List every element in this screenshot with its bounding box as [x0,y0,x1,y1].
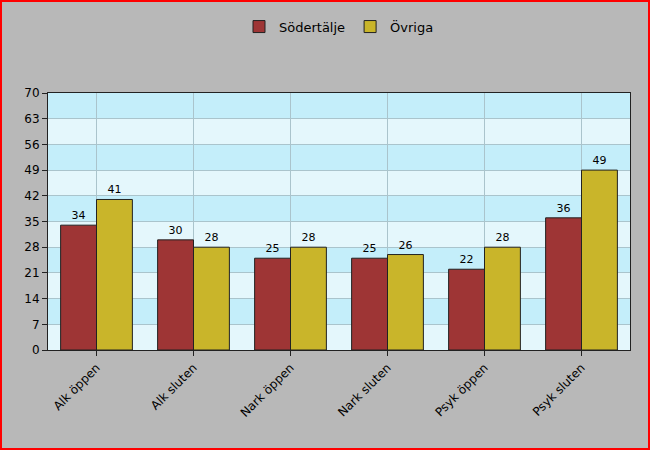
svg-text:49: 49 [592,154,606,167]
svg-text:Psyk sluten: Psyk sluten [530,361,588,419]
svg-text:35: 35 [24,215,39,229]
svg-text:Psyk öppen: Psyk öppen [432,361,490,419]
svg-text:25: 25 [266,242,280,255]
svg-text:34: 34 [72,209,86,222]
svg-text:28: 28 [495,231,509,244]
svg-text:28: 28 [24,240,39,254]
svg-text:36: 36 [557,202,571,215]
svg-text:22: 22 [460,253,474,266]
svg-text:21: 21 [24,266,39,280]
svg-text:28: 28 [301,231,315,244]
svg-text:30: 30 [169,224,183,237]
svg-text:70: 70 [24,86,39,100]
svg-text:Övriga: Övriga [390,19,433,35]
svg-text:41: 41 [107,183,121,196]
svg-text:28: 28 [204,231,218,244]
svg-text:7: 7 [32,318,40,332]
svg-text:Alk öppen: Alk öppen [51,361,103,413]
svg-text:0: 0 [32,343,40,357]
svg-text:56: 56 [24,138,39,152]
svg-text:14: 14 [24,292,39,306]
svg-text:49: 49 [24,163,39,177]
svg-text:63: 63 [24,112,39,126]
svg-text:25: 25 [363,242,377,255]
svg-text:Nark sluten: Nark sluten [335,361,394,420]
svg-text:Alk sluten: Alk sluten [148,361,200,413]
svg-text:26: 26 [398,239,412,252]
svg-text:Nark öppen: Nark öppen [238,361,297,420]
svg-text:42: 42 [24,189,39,203]
svg-text:Södertälje: Södertälje [279,20,345,35]
